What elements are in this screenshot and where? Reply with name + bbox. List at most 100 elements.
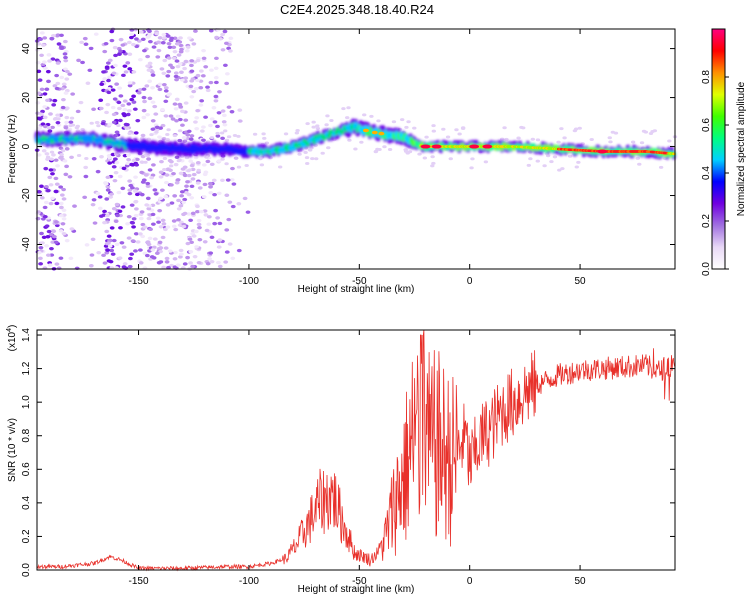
noise-speckle [155, 55, 161, 59]
noise-speckle [160, 107, 165, 112]
noise-speckle [167, 158, 173, 163]
noise-speckle [90, 237, 96, 242]
noise-speckle [216, 260, 221, 265]
halo-speckle [643, 130, 649, 134]
noise-speckle [114, 242, 120, 247]
halo-speckle [373, 150, 379, 154]
noise-speckle [236, 248, 242, 253]
noise-speckle [54, 86, 60, 91]
noise-speckle [67, 72, 73, 76]
halo-speckle [353, 147, 358, 151]
halo-speckle [441, 127, 446, 131]
snr-series-line [36, 329, 676, 572]
noise-speckle [174, 155, 180, 160]
noise-speckle [116, 106, 122, 111]
noise-speckle [140, 37, 146, 41]
spectrogram-frame [36, 28, 676, 270]
noise-speckle [224, 228, 230, 232]
noise-speckle [134, 192, 140, 197]
ridge-hotspot [420, 144, 431, 149]
noise-speckle [237, 119, 243, 123]
noise-speckle [60, 222, 66, 226]
halo-speckle [283, 132, 289, 136]
noise-speckle [106, 78, 111, 83]
noise-speckle [41, 60, 47, 64]
noise-speckle [117, 256, 123, 260]
halo-speckle [607, 136, 612, 140]
noise-speckle [117, 86, 123, 90]
noise-speckle [206, 215, 212, 219]
noise-speckle [166, 93, 172, 97]
noise-speckle [150, 248, 156, 252]
noise-speckle [195, 78, 200, 83]
noise-speckle [218, 37, 223, 41]
noise-speckle [153, 112, 159, 116]
halo-speckle [143, 153, 149, 157]
noise-speckle [126, 158, 132, 162]
halo-speckle [172, 134, 178, 138]
noise-speckle [122, 113, 127, 118]
noise-speckle [61, 217, 67, 221]
snr-panel: -150 -100 -50 0 50 1.41.21.00.80.60.40.20.0 … [6, 325, 676, 595]
noise-speckle [176, 218, 181, 222]
halo-speckle [576, 160, 581, 164]
noise-speckle [155, 216, 161, 220]
noise-speckle [54, 34, 60, 38]
noise-speckle [125, 222, 130, 226]
noise-speckle [154, 31, 160, 36]
noise-speckle [175, 64, 181, 69]
noise-speckle [145, 184, 151, 188]
noise-speckle [104, 229, 110, 234]
y-tick-label: 0.8 [21, 428, 32, 442]
noise-speckle [38, 256, 43, 261]
noise-speckle [154, 251, 160, 256]
noise-speckle [168, 168, 173, 172]
noise-speckle [131, 42, 136, 47]
noise-speckle [174, 119, 179, 123]
noise-speckle [47, 263, 53, 267]
halo-speckle [220, 157, 225, 161]
halo-speckle [376, 119, 381, 123]
noise-speckle [183, 118, 189, 122]
noise-speckle [189, 63, 194, 68]
noise-speckle [97, 195, 103, 199]
y-tick-label: 1.2 [21, 361, 32, 375]
noise-speckle [229, 178, 235, 182]
noise-speckle [203, 115, 208, 119]
noise-speckle [195, 73, 201, 78]
noise-speckle [174, 181, 180, 185]
noise-speckle [118, 94, 124, 98]
halo-speckle [516, 136, 521, 140]
noise-speckle [193, 29, 198, 33]
ridge-hotspot [482, 144, 493, 149]
noise-speckle [195, 181, 201, 185]
noise-speckle [58, 229, 64, 233]
noise-speckle [180, 78, 185, 82]
noise-speckle [111, 238, 117, 243]
noise-speckle [38, 112, 44, 116]
noise-speckle [175, 178, 181, 182]
halo-speckle [526, 163, 532, 167]
noise-speckle [122, 64, 128, 68]
noise-speckle [150, 100, 156, 104]
noise-speckle [222, 29, 228, 34]
noise-speckle [55, 61, 61, 65]
noise-speckle [212, 221, 218, 226]
halo-speckle [162, 157, 168, 161]
noise-speckle [121, 245, 127, 249]
halo-speckle [369, 114, 374, 118]
noise-speckle [39, 241, 45, 245]
noise-speckle [107, 122, 113, 127]
noise-speckle [111, 165, 117, 169]
noise-speckle [59, 75, 65, 80]
noise-speckle [39, 231, 44, 236]
noise-speckle [42, 92, 48, 96]
noise-speckle [83, 165, 89, 170]
noise-speckle [58, 213, 64, 218]
noise-speckle [189, 59, 195, 63]
noise-speckle [189, 79, 195, 83]
noise-speckle [161, 136, 167, 141]
noise-speckle [216, 159, 222, 163]
halo-speckle [457, 132, 462, 136]
noise-speckle [198, 69, 204, 73]
